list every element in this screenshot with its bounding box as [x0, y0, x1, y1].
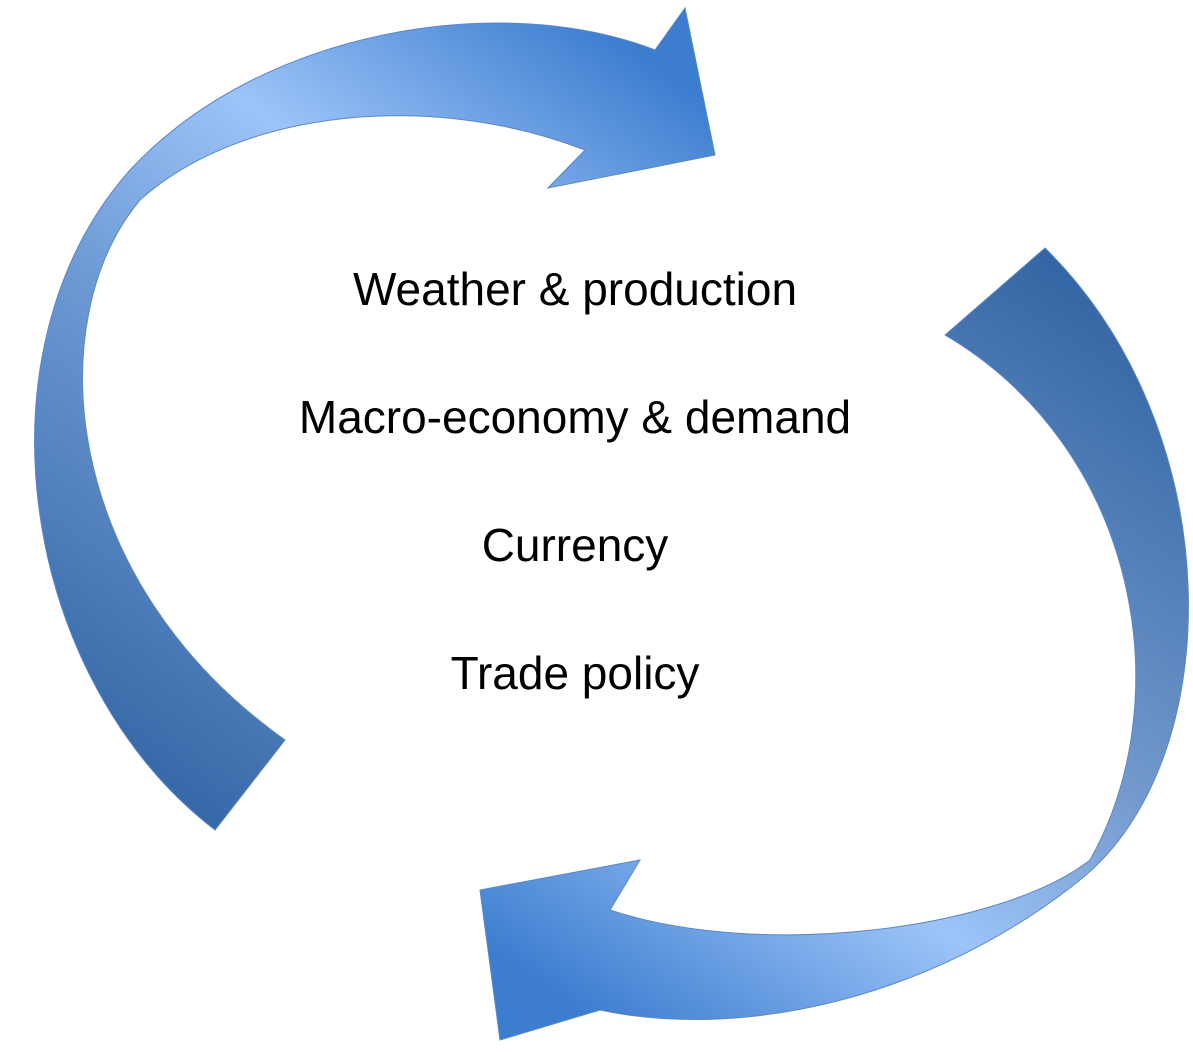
factor-label: Trade policy	[451, 647, 700, 699]
cycle-arrow-right	[479, 247, 1189, 1041]
factor-label: Currency	[482, 519, 669, 571]
factor-label: Weather & production	[353, 263, 797, 315]
factor-label: Macro-economy & demand	[299, 391, 851, 443]
cycle-arrow-left	[34, 6, 716, 831]
